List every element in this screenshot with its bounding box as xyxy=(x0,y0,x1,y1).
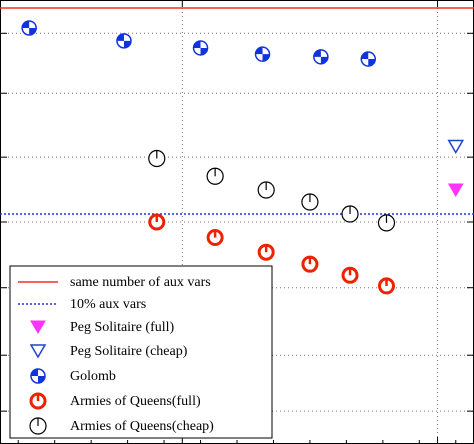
point-series4-2 xyxy=(257,181,275,199)
legend-label-1: 10% aux vars xyxy=(70,297,146,312)
legend-label-0: same number of aux vars xyxy=(70,275,211,290)
point-series0-0 xyxy=(447,183,464,198)
legend-label-4: Golomb xyxy=(70,369,116,384)
legend-markers xyxy=(18,281,58,435)
point-series4-0 xyxy=(148,149,166,168)
legend-label-2: Peg Solitaire (full) xyxy=(70,320,175,335)
point-series3-2 xyxy=(257,243,275,261)
point-series2-3 xyxy=(254,46,271,62)
legend-marker-1 xyxy=(29,344,47,359)
legend-label-5: Armies of Queens(full) xyxy=(70,394,201,409)
data-points xyxy=(21,20,465,295)
point-series3-3 xyxy=(301,255,319,273)
point-series3-5 xyxy=(377,277,395,295)
point-series4-4 xyxy=(341,205,359,223)
legend: same number of aux vars 10% aux vars Peg… xyxy=(9,265,273,439)
point-series3-0 xyxy=(148,213,166,231)
reference-lines xyxy=(0,7,474,215)
point-series4-1 xyxy=(206,167,224,185)
point-series1-0 xyxy=(447,139,465,155)
point-series4-3 xyxy=(301,193,319,211)
point-series2-5 xyxy=(360,51,377,67)
point-series2-1 xyxy=(116,33,132,49)
point-series2-2 xyxy=(192,40,209,56)
point-series2-0 xyxy=(21,20,37,36)
legend-marker-2 xyxy=(30,368,46,384)
legend-marker-0 xyxy=(30,320,46,334)
point-series4-5 xyxy=(377,214,396,232)
legend-box xyxy=(9,265,273,439)
legend-marker-3 xyxy=(29,392,47,410)
legend-label-6: Armies of Queens(cheap) xyxy=(70,419,214,434)
point-series3-1 xyxy=(206,229,224,247)
point-series2-4 xyxy=(313,49,329,65)
point-series3-4 xyxy=(341,266,359,284)
legend-marker-4 xyxy=(29,417,47,435)
legend-label-3: Peg Solitaire (cheap) xyxy=(70,344,188,359)
